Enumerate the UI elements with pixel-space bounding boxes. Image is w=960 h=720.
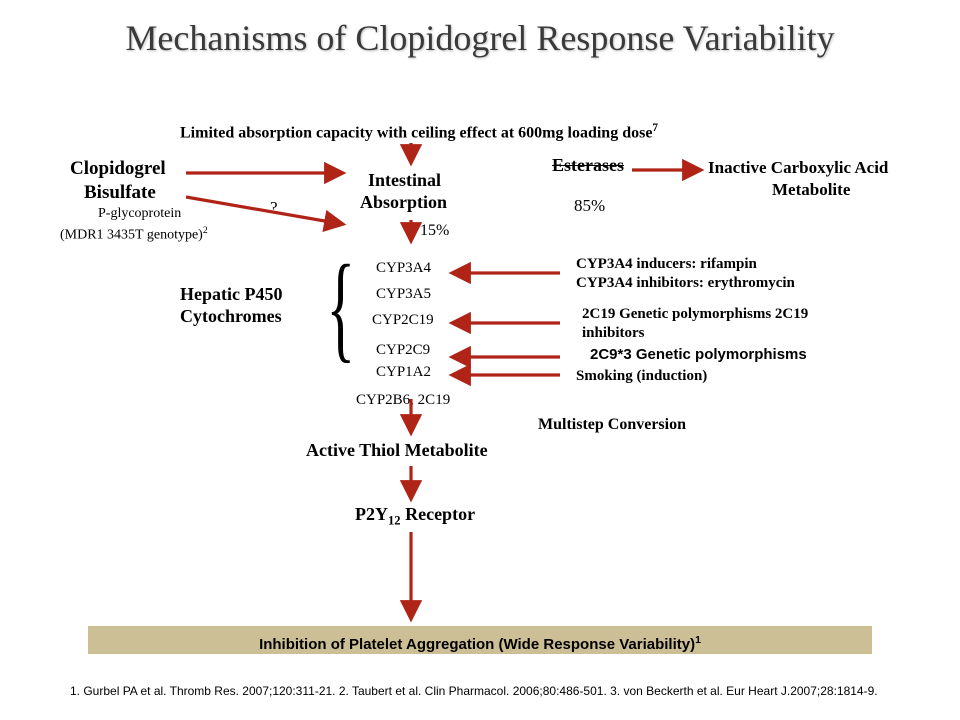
p2y-sub: 12 bbox=[388, 514, 401, 528]
hepatic-line1: Hepatic P450 bbox=[180, 284, 282, 305]
intestinal-line1: Intestinal bbox=[368, 170, 441, 191]
outcome-banner: Inhibition of Platelet Aggregation (Wide… bbox=[88, 626, 872, 654]
top-note-sup: 7 bbox=[652, 122, 658, 134]
side-4: Smoking (induction) bbox=[576, 368, 707, 385]
top-note-text: Limited absorption capacity with ceiling… bbox=[180, 124, 652, 141]
arrows-layer bbox=[0, 0, 960, 720]
inactive-line1: Inactive Carboxylic Acid bbox=[708, 158, 888, 178]
slide-root: Mechanisms of Clopidogrel Response Varia… bbox=[0, 0, 960, 720]
top-note: Limited absorption capacity with ceiling… bbox=[180, 122, 658, 142]
side-2b: inhibitors bbox=[582, 325, 645, 342]
intestinal-line2: Absorption bbox=[360, 192, 447, 213]
active-metabolite: Active Thiol Metabolite bbox=[306, 440, 488, 461]
esterases-pct: 85% bbox=[574, 196, 605, 216]
clopidogrel-line1: Clopidogrel bbox=[70, 158, 166, 180]
multistep-label: Multistep Conversion bbox=[538, 416, 686, 434]
cyp-3: CYP2C19 bbox=[372, 312, 434, 329]
pgp-line1: P-glycoprotein bbox=[98, 206, 181, 222]
pgp-line2-sup: 2 bbox=[203, 225, 208, 236]
slide-title: Mechanisms of Clopidogrel Response Varia… bbox=[0, 18, 960, 59]
cyp-6: CYP2B6, 2C19 bbox=[356, 392, 450, 409]
p2y12-receptor: P2Y12 Receptor bbox=[355, 504, 475, 529]
curly-brace: { bbox=[326, 238, 355, 376]
pgp-line2: (MDR1 3435T genotype)2 bbox=[60, 225, 208, 244]
inactive-line2: Metabolite bbox=[772, 180, 850, 200]
p2y-post: Receptor bbox=[401, 504, 475, 524]
cyp-1: CYP3A4 bbox=[376, 260, 431, 277]
side-2a: 2C19 Genetic polymorphisms 2C19 bbox=[582, 306, 808, 323]
side-1a: CYP3A4 inducers: rifampin bbox=[576, 256, 757, 273]
references-footnote: 1. Gurbel PA et al. Thromb Res. 2007;120… bbox=[70, 684, 890, 698]
cyp-2: CYP3A5 bbox=[376, 286, 431, 303]
banner-text: Inhibition of Platelet Aggregation (Wide… bbox=[259, 636, 695, 653]
pct-15: 15% bbox=[420, 222, 449, 240]
side-3: 2C9*3 Genetic polymorphisms bbox=[590, 346, 807, 363]
cyp-5: CYP1A2 bbox=[376, 364, 431, 381]
question-mark: ? bbox=[270, 198, 278, 218]
esterases-label: Esterases bbox=[552, 155, 624, 176]
pgp-line2-pre: (MDR1 3435T genotype) bbox=[60, 228, 203, 243]
hepatic-line2: Cytochromes bbox=[180, 306, 282, 327]
cyp-4: CYP2C9 bbox=[376, 342, 430, 359]
p2y-pre: P2Y bbox=[355, 504, 388, 524]
side-1b: CYP3A4 inhibitors: erythromycin bbox=[576, 275, 795, 292]
banner-sup: 1 bbox=[695, 634, 701, 646]
clopidogrel-line2: Bisulfate bbox=[84, 182, 156, 204]
